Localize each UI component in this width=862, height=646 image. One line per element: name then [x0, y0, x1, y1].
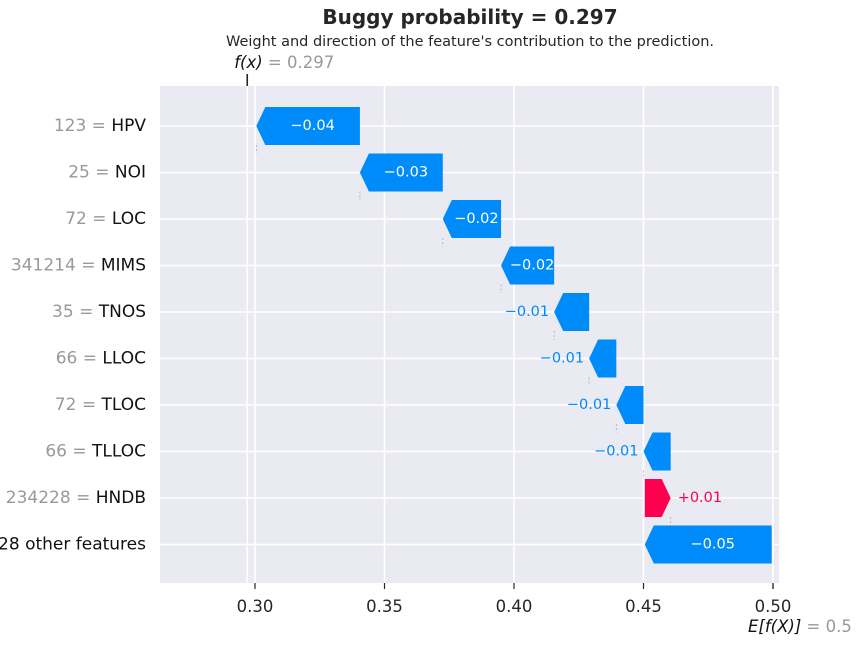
- efx-label: E[f(X)]: [748, 617, 807, 636]
- bar-value-label: +0.01: [678, 490, 722, 506]
- feature-name: TLOC: [100, 395, 146, 415]
- chart-subtitle: Weight and direction of the feature's co…: [225, 34, 715, 50]
- waterfall-bar: [589, 339, 617, 378]
- feature-label: 28 other features: [0, 535, 146, 555]
- waterfall-bar: [442, 200, 502, 238]
- bar-value-label: −0.01: [505, 304, 549, 320]
- feature-value: 72 =: [55, 395, 102, 415]
- prediction-label: f(x) = 0.297: [234, 53, 334, 72]
- x-tick-label: 0.35: [366, 597, 403, 616]
- feature-label: 123 = HPV: [54, 116, 147, 136]
- feature-name: HPV: [111, 116, 146, 136]
- feature-label: 72 = TLOC: [55, 395, 146, 415]
- x-tick-label: 0.50: [755, 597, 792, 616]
- feature-value: 341214 =: [11, 256, 101, 276]
- base-value-label: E[f(X)] = 0.5: [748, 617, 852, 636]
- bar-value-label: −0.05: [691, 537, 735, 553]
- feature-value: 72 =: [65, 209, 112, 229]
- x-tick-label: 0.45: [625, 597, 662, 616]
- feature-name: TLLOC: [91, 442, 146, 462]
- feature-name: NOI: [115, 163, 146, 183]
- feature-name: LLOC: [102, 349, 146, 369]
- waterfall-bar: [359, 153, 443, 192]
- bar-value-label: −0.02: [454, 211, 498, 227]
- x-ticks: 0.30 0.35 0.40 0.45 0.50: [237, 583, 792, 616]
- feature-value: 35 =: [52, 302, 99, 322]
- waterfall-bar: [554, 293, 590, 331]
- fx-value: = 0.297: [268, 53, 334, 72]
- bar-value-label: −0.02: [510, 258, 554, 274]
- bar-value-label: −0.04: [290, 118, 334, 134]
- waterfall-bar: [643, 432, 671, 471]
- bar-value-label: −0.01: [567, 397, 611, 413]
- feature-value: 123 =: [54, 116, 112, 136]
- waterfall-bar: [616, 386, 644, 424]
- x-tick-label: 0.40: [496, 597, 533, 616]
- fx-label: f(x): [234, 53, 268, 72]
- waterfall-bar: [501, 246, 555, 285]
- feature-label: 66 = TLLOC: [45, 442, 146, 462]
- bar-value-label: −0.01: [594, 444, 638, 460]
- bar-value-label: −0.03: [384, 165, 428, 181]
- feature-value: 234228 =: [6, 488, 96, 508]
- x-tick-label: 0.30: [237, 597, 274, 616]
- waterfall-bar: [256, 107, 360, 145]
- feature-label: 35 = TNOS: [52, 302, 146, 322]
- plot-background: [160, 86, 779, 583]
- feature-name: 28 other features: [0, 535, 146, 555]
- feature-value: 66 =: [56, 349, 103, 369]
- feature-value: 66 =: [45, 442, 92, 462]
- feature-label: 25 = NOI: [68, 163, 146, 183]
- feature-labels: 123 = HPV 25 = NOI 72 = LOC 341214 = MIMS 35…: [0, 116, 146, 555]
- bar-value-label: −0.01: [540, 351, 584, 367]
- feature-name: HNDB: [96, 488, 146, 508]
- feature-label: 66 = LLOC: [56, 349, 146, 369]
- bars: −0.04 −0.03 −0.02 −0.02 −0.01 −0.01 −0.01 −0.01…: [256, 107, 772, 564]
- feature-value: 25 =: [68, 163, 115, 183]
- connector-lines: [255, 145, 672, 526]
- waterfall-bar: [644, 479, 671, 517]
- feature-name: TNOS: [98, 302, 146, 322]
- grid-lines: [160, 86, 779, 583]
- feature-label: 341214 = MIMS: [11, 256, 146, 276]
- feature-label: 72 = LOC: [65, 209, 146, 229]
- chart-title: Buggy probability = 0.297: [322, 5, 618, 29]
- feature-name: MIMS: [101, 256, 146, 276]
- feature-name: LOC: [112, 209, 146, 229]
- efx-value: = 0.5: [807, 617, 852, 636]
- feature-label: 234228 = HNDB: [6, 488, 146, 508]
- value-markers: f(x) = 0.297 E[f(X)] = 0.5: [234, 53, 852, 636]
- waterfall-bar: [644, 525, 772, 564]
